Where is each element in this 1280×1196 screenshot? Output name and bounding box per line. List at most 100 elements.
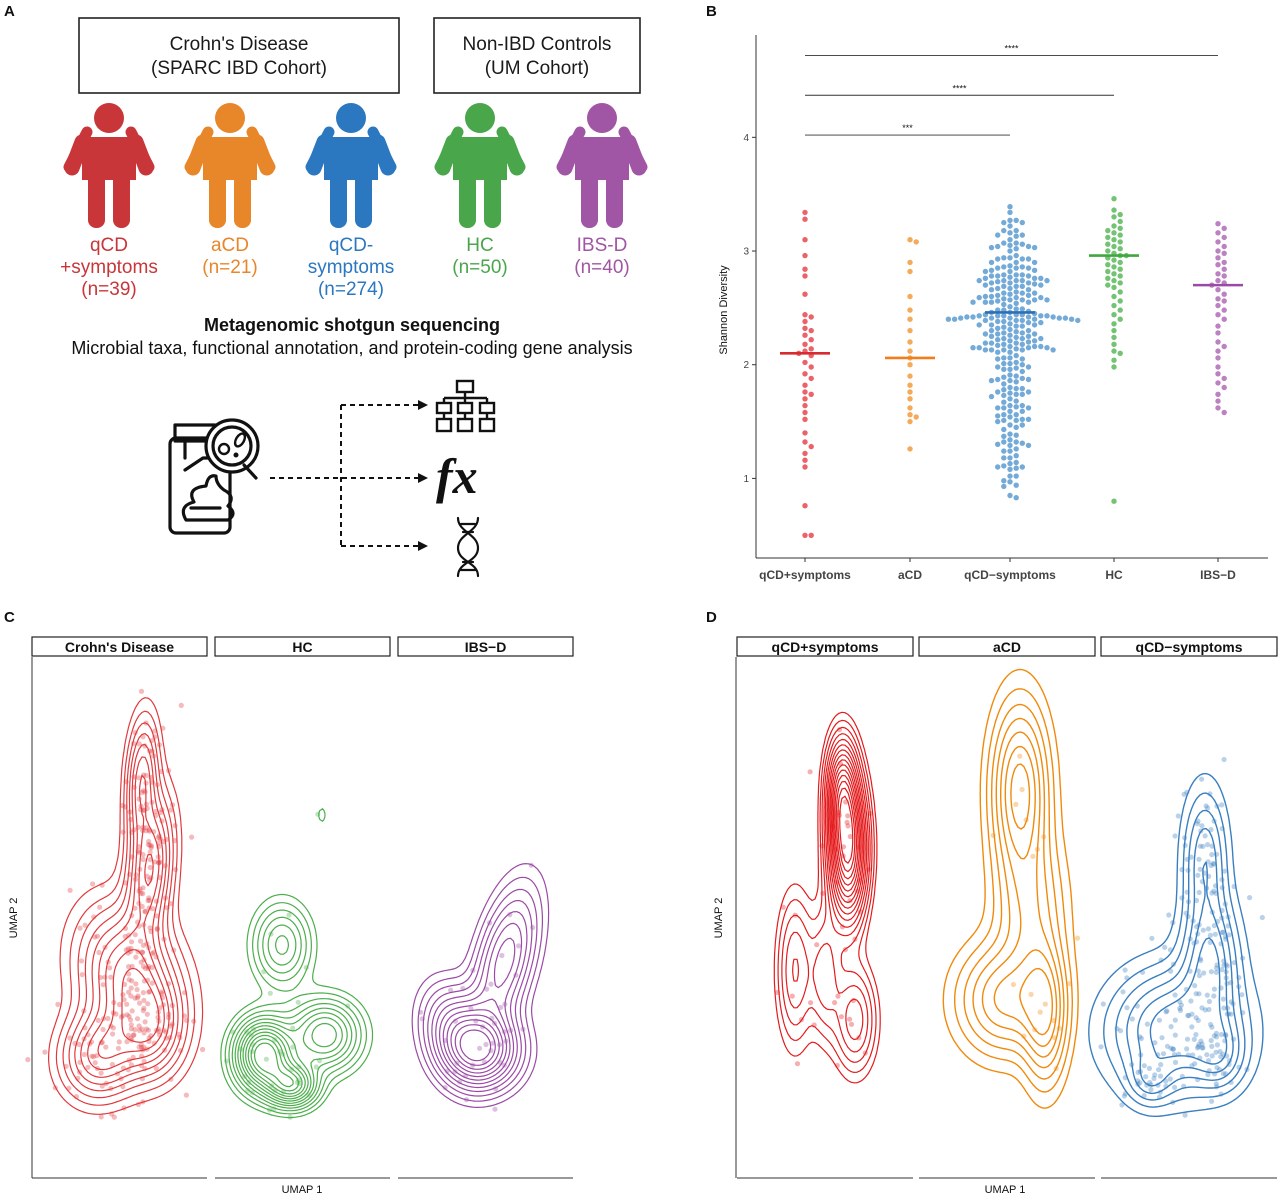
- b-point: [995, 356, 1001, 362]
- b-point: [982, 268, 989, 275]
- c-facet-2-point: [313, 1064, 319, 1070]
- d-facet-3-point: [1199, 1045, 1205, 1051]
- d-facet-3-point: [1217, 1048, 1223, 1055]
- b-point: [1001, 412, 1007, 418]
- b-point: [1075, 317, 1081, 324]
- b-point: [1007, 255, 1013, 261]
- d-facet-3-point: [1206, 1006, 1212, 1013]
- b-point: [995, 376, 1001, 383]
- b-point: [907, 293, 913, 300]
- c-facet-1-point: [55, 1001, 61, 1008]
- d-facet-3-point: [1209, 1043, 1215, 1049]
- b-point: [1111, 264, 1117, 270]
- b-point: [1044, 313, 1050, 319]
- d-facet-3-point: [1168, 1024, 1174, 1030]
- b-point: [964, 314, 970, 320]
- b-point: [1117, 246, 1123, 252]
- b-point: [1001, 277, 1007, 284]
- d-facet-3-point: [1141, 1063, 1147, 1069]
- c-facet-1-point: [138, 688, 145, 694]
- b-xtick-label-3: qCD−symptoms: [964, 568, 1056, 582]
- c-facet-1-point: [129, 939, 135, 945]
- b-point: [802, 450, 808, 457]
- c-facet-3-point: [452, 1018, 458, 1024]
- c-facet-1-point: [132, 905, 138, 911]
- c-facet-1-point: [90, 881, 96, 887]
- b-point: [1111, 243, 1117, 250]
- c-facet-1-point: [127, 1017, 134, 1023]
- c-facet-2-point: [263, 1056, 269, 1062]
- d-facet-3-point: [1208, 969, 1214, 975]
- d-facet-3-point: [1196, 973, 1203, 979]
- c-facet-1-point: [129, 1008, 135, 1014]
- d-facet-3-point: [1206, 998, 1212, 1005]
- b-point: [1007, 360, 1013, 367]
- b-points: [796, 196, 1227, 538]
- c-facet-strips: Crohn's Disease HC IBS−D: [31, 636, 574, 657]
- d-facet-3-point: [1205, 805, 1211, 811]
- cohort-box-controls-subtitle: (UM Cohort): [485, 58, 590, 79]
- c-facet-1-point: [153, 1065, 159, 1071]
- d-facet-3-point: [1214, 1065, 1220, 1071]
- b-point: [970, 299, 976, 305]
- c-facet-1-point: [150, 906, 156, 912]
- d-facet-3-point: [1185, 1012, 1191, 1019]
- panel-c: C Crohn's Disease HC IBS−D UMAP 1 UMAP 2: [4, 609, 574, 1196]
- d-facet-3-point: [1163, 1009, 1169, 1015]
- d-facet-3-point: [1211, 1033, 1217, 1039]
- b-point: [988, 244, 995, 251]
- c-facet-1-point: [137, 938, 144, 944]
- b-point: [1013, 246, 1019, 252]
- group-label-4-line-2: (n=50): [452, 257, 507, 278]
- c-facet-1-point: [120, 829, 126, 835]
- c-facet-2-point: [290, 1044, 296, 1050]
- b-point: [1013, 323, 1019, 329]
- d-facet-3-point: [1188, 998, 1194, 1004]
- d-density-plot: [773, 668, 1265, 1118]
- b-point: [995, 285, 1001, 292]
- b-point: [1013, 417, 1019, 424]
- d-strip-title-2: aCD: [993, 639, 1021, 655]
- b-point: [982, 340, 989, 346]
- c-facet-1-point: [143, 828, 149, 834]
- c-facet-1: [25, 688, 206, 1120]
- b-point: [1013, 352, 1019, 359]
- c-facet-1-point: [129, 978, 135, 984]
- c-facet-1-point: [143, 825, 149, 831]
- b-point: [1013, 424, 1019, 430]
- c-facet-1-contours: [48, 697, 204, 1115]
- d-facet-3-point: [1195, 818, 1201, 824]
- b-point: [995, 342, 1001, 349]
- b-point: [1007, 390, 1013, 396]
- c-facet-1-point: [126, 932, 132, 938]
- b-point: [976, 322, 982, 328]
- group-label-3-line-3: (n=274): [318, 279, 384, 300]
- d-facet-1-point: [794, 1061, 801, 1067]
- b-point: [1007, 408, 1013, 414]
- c-facet-1-point: [176, 1031, 182, 1037]
- d-facet-3-point: [1117, 1028, 1124, 1034]
- d-facet-3-point: [1259, 914, 1265, 921]
- d-facet-3-point: [1135, 1069, 1141, 1075]
- b-point: [1117, 273, 1123, 279]
- d-facet-3-point: [1143, 1074, 1149, 1080]
- b-point: [988, 299, 995, 305]
- group-label-2-line-1: aCD: [211, 235, 249, 256]
- b-point: [1117, 280, 1123, 286]
- b-point: [1019, 391, 1025, 397]
- c-facet-1-point: [136, 1023, 142, 1029]
- b-point: [1025, 442, 1032, 449]
- d-facet-3-point: [1208, 1021, 1214, 1028]
- c-facet-1-point: [92, 934, 98, 940]
- group-label-4-line-1: HC: [466, 235, 493, 256]
- b-point: [1038, 335, 1044, 342]
- c-facet-1-point: [148, 845, 154, 851]
- d-facet-3-point: [1146, 1065, 1152, 1071]
- b-point: [802, 416, 808, 422]
- d-facet-3-point: [1156, 1067, 1162, 1073]
- b-point: [802, 216, 808, 222]
- group-label-3-line-1: qCD-: [329, 235, 373, 256]
- d-facet-3-point: [1170, 1046, 1176, 1052]
- b-point: [1215, 339, 1221, 345]
- b-point: [1117, 350, 1123, 356]
